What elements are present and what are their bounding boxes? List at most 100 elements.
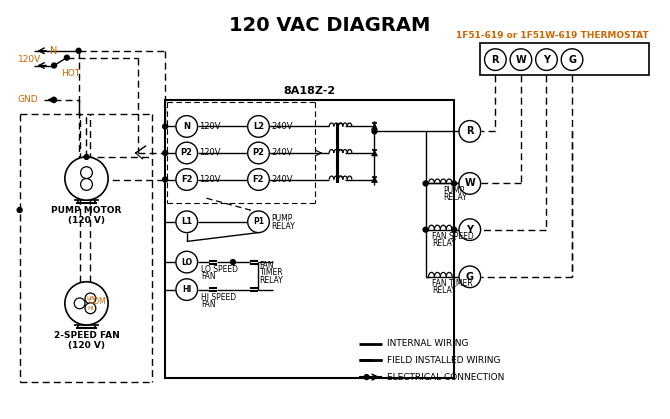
Circle shape xyxy=(176,211,198,233)
Text: 120V: 120V xyxy=(17,55,41,64)
Text: RELAY: RELAY xyxy=(432,286,456,295)
Circle shape xyxy=(74,298,85,309)
Text: RELAY: RELAY xyxy=(432,239,456,248)
Circle shape xyxy=(65,157,108,200)
Circle shape xyxy=(535,49,557,70)
Circle shape xyxy=(163,150,168,155)
Text: Y: Y xyxy=(466,225,473,235)
Circle shape xyxy=(248,169,269,190)
Text: PUMP: PUMP xyxy=(444,186,465,195)
Text: W: W xyxy=(515,54,527,65)
Circle shape xyxy=(459,266,480,287)
Circle shape xyxy=(176,116,198,137)
Circle shape xyxy=(64,55,69,60)
Text: ELECTRICAL CONNECTION: ELECTRICAL CONNECTION xyxy=(387,372,505,382)
Text: HI: HI xyxy=(87,306,94,311)
Text: RELAY: RELAY xyxy=(444,193,467,202)
Text: 240V: 240V xyxy=(271,175,293,184)
Circle shape xyxy=(561,49,583,70)
Text: 1F51-619 or 1F51W-619 THERMOSTAT: 1F51-619 or 1F51W-619 THERMOSTAT xyxy=(456,31,649,39)
Polygon shape xyxy=(372,176,377,182)
Circle shape xyxy=(163,177,168,182)
Circle shape xyxy=(248,142,269,164)
Circle shape xyxy=(84,155,89,159)
Text: 120 VAC DIAGRAM: 120 VAC DIAGRAM xyxy=(228,16,430,35)
Bar xyxy=(480,43,649,75)
Circle shape xyxy=(65,282,108,325)
Text: 120V: 120V xyxy=(200,122,221,131)
Text: N: N xyxy=(184,122,190,131)
Text: GND: GND xyxy=(17,96,38,104)
Text: LO SPEED: LO SPEED xyxy=(202,266,239,274)
Circle shape xyxy=(364,375,369,380)
Text: LO: LO xyxy=(181,258,192,266)
Circle shape xyxy=(459,121,480,142)
Text: L2: L2 xyxy=(253,122,264,131)
Circle shape xyxy=(372,129,377,134)
Text: HI SPEED: HI SPEED xyxy=(202,293,237,302)
Text: P1: P1 xyxy=(253,217,264,226)
Circle shape xyxy=(423,227,428,232)
Text: P2: P2 xyxy=(253,148,265,158)
Text: FIELD INSTALLED WIRING: FIELD INSTALLED WIRING xyxy=(387,356,500,365)
Circle shape xyxy=(452,227,456,232)
Text: LO: LO xyxy=(86,296,94,301)
Text: INTERNAL WIRING: INTERNAL WIRING xyxy=(387,339,469,348)
Text: G: G xyxy=(466,272,474,282)
Circle shape xyxy=(76,48,81,53)
Polygon shape xyxy=(372,124,377,129)
Text: N: N xyxy=(50,46,58,56)
Circle shape xyxy=(484,49,506,70)
Text: FAN: FAN xyxy=(202,300,216,309)
Circle shape xyxy=(176,251,198,273)
Circle shape xyxy=(85,293,96,304)
Text: W: W xyxy=(464,178,475,189)
Text: COM: COM xyxy=(88,297,106,306)
Circle shape xyxy=(248,116,269,137)
Circle shape xyxy=(230,260,235,264)
Text: 240V: 240V xyxy=(271,122,293,131)
Circle shape xyxy=(163,124,168,129)
Text: P2: P2 xyxy=(181,148,193,158)
Circle shape xyxy=(80,167,92,178)
Circle shape xyxy=(17,207,22,212)
Text: 8A18Z-2: 8A18Z-2 xyxy=(283,86,336,96)
Text: 120V: 120V xyxy=(200,148,221,158)
Text: R: R xyxy=(492,54,499,65)
Circle shape xyxy=(176,169,198,190)
Polygon shape xyxy=(372,150,377,156)
Circle shape xyxy=(423,181,428,186)
Text: R: R xyxy=(466,127,474,136)
Bar xyxy=(165,100,454,378)
Text: (120 V): (120 V) xyxy=(68,216,105,225)
Text: 2-SPEED FAN: 2-SPEED FAN xyxy=(54,331,119,340)
Text: HOT: HOT xyxy=(61,69,80,78)
Circle shape xyxy=(52,98,56,102)
Text: F2: F2 xyxy=(181,175,192,184)
Text: FAN: FAN xyxy=(259,261,274,269)
Circle shape xyxy=(459,219,480,241)
Text: HI: HI xyxy=(182,285,192,294)
Text: FAN TIMER: FAN TIMER xyxy=(432,279,473,288)
Circle shape xyxy=(510,49,532,70)
Circle shape xyxy=(176,279,198,300)
Text: F2: F2 xyxy=(253,175,264,184)
Text: RELAY: RELAY xyxy=(259,276,283,285)
Text: FAN SPEED: FAN SPEED xyxy=(432,232,474,241)
Text: PUMP MOTOR: PUMP MOTOR xyxy=(52,206,122,215)
Text: (120 V): (120 V) xyxy=(68,341,105,350)
Circle shape xyxy=(52,63,56,68)
Circle shape xyxy=(248,211,269,233)
Circle shape xyxy=(452,181,456,186)
Text: Y: Y xyxy=(543,54,550,65)
Text: TIMER: TIMER xyxy=(259,269,283,277)
Text: 240V: 240V xyxy=(271,148,293,158)
Text: L1: L1 xyxy=(181,217,192,226)
Circle shape xyxy=(459,173,480,194)
Circle shape xyxy=(80,178,92,190)
Circle shape xyxy=(85,303,96,314)
Text: FAN: FAN xyxy=(202,272,216,281)
Text: 120V: 120V xyxy=(200,175,221,184)
Text: PUMP: PUMP xyxy=(271,215,293,223)
Text: RELAY: RELAY xyxy=(271,222,295,231)
